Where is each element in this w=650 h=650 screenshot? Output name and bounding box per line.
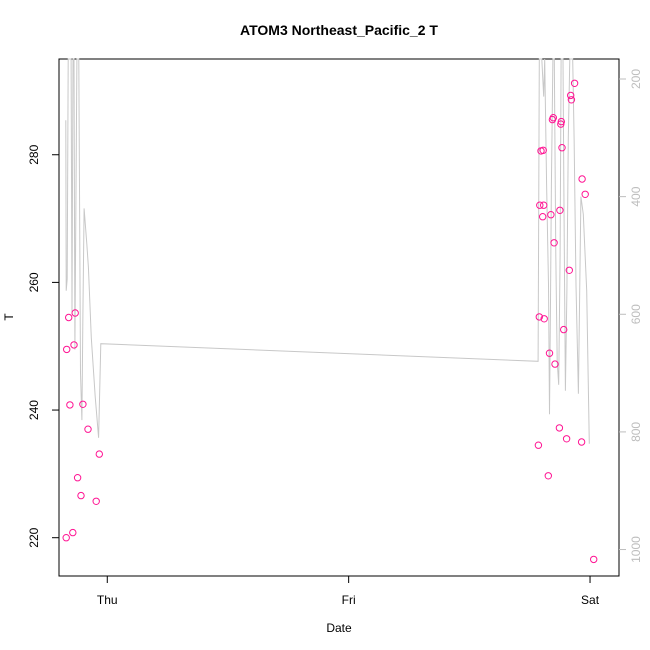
point-series [62, 79, 598, 564]
data-point [557, 117, 565, 126]
data-point [66, 401, 74, 409]
data-point [62, 345, 71, 354]
data-point [71, 309, 79, 317]
data-point [79, 400, 87, 408]
x-tick-label: Sat [581, 593, 600, 607]
data-point [549, 114, 557, 122]
data-point [560, 325, 568, 334]
y-axis-label: T [2, 313, 16, 321]
data-point [84, 425, 92, 433]
right-tick-label: 800 [629, 422, 643, 442]
data-point [535, 313, 543, 321]
chart-title: ATOM3 Northeast_Pacific_2 T [240, 22, 438, 38]
data-point [565, 266, 573, 274]
data-point [539, 213, 547, 221]
data-point [556, 206, 564, 215]
data-point [65, 313, 73, 322]
data-point [534, 441, 543, 449]
data-point [73, 474, 82, 482]
data-point [540, 201, 548, 209]
data-point [62, 534, 70, 542]
right-axis: 200 400 600 800 1000 [619, 69, 643, 563]
data-point [577, 438, 586, 446]
data-point [545, 349, 554, 357]
data-point [77, 491, 85, 500]
right-tick-label: 400 [629, 186, 643, 206]
bottom-axis: Thu Fri Sat [97, 576, 600, 607]
data-point [590, 555, 598, 564]
right-tick-label: 200 [629, 69, 643, 89]
data-point [558, 144, 566, 152]
data-point [567, 91, 575, 100]
data-point [567, 96, 576, 104]
data-point [92, 497, 100, 505]
data-point [540, 315, 548, 323]
data-point [578, 175, 586, 183]
y-tick-label: 240 [27, 400, 41, 420]
data-point [69, 528, 77, 537]
data-point [581, 190, 589, 199]
right-tick-label: 1000 [629, 536, 643, 563]
x-tick-label: Fri [342, 593, 356, 607]
data-point [555, 424, 564, 432]
data-point [562, 435, 571, 443]
data-point [547, 211, 555, 219]
data-point [70, 341, 78, 349]
right-tick-label: 600 [629, 304, 643, 324]
y-tick-label: 260 [27, 272, 41, 292]
x-axis-label: Date [326, 621, 352, 635]
left-axis: 220 240 260 280 [27, 144, 59, 548]
data-point [550, 239, 558, 247]
data-point [95, 450, 104, 458]
x-tick-label: Thu [97, 593, 118, 607]
data-point [544, 472, 552, 480]
y-tick-label: 220 [27, 527, 41, 547]
plot-frame [58, 58, 620, 577]
y-tick-label: 280 [27, 144, 41, 164]
data-point [536, 201, 544, 209]
data-point [539, 146, 547, 155]
data-point [551, 360, 559, 368]
data-point [570, 79, 579, 88]
